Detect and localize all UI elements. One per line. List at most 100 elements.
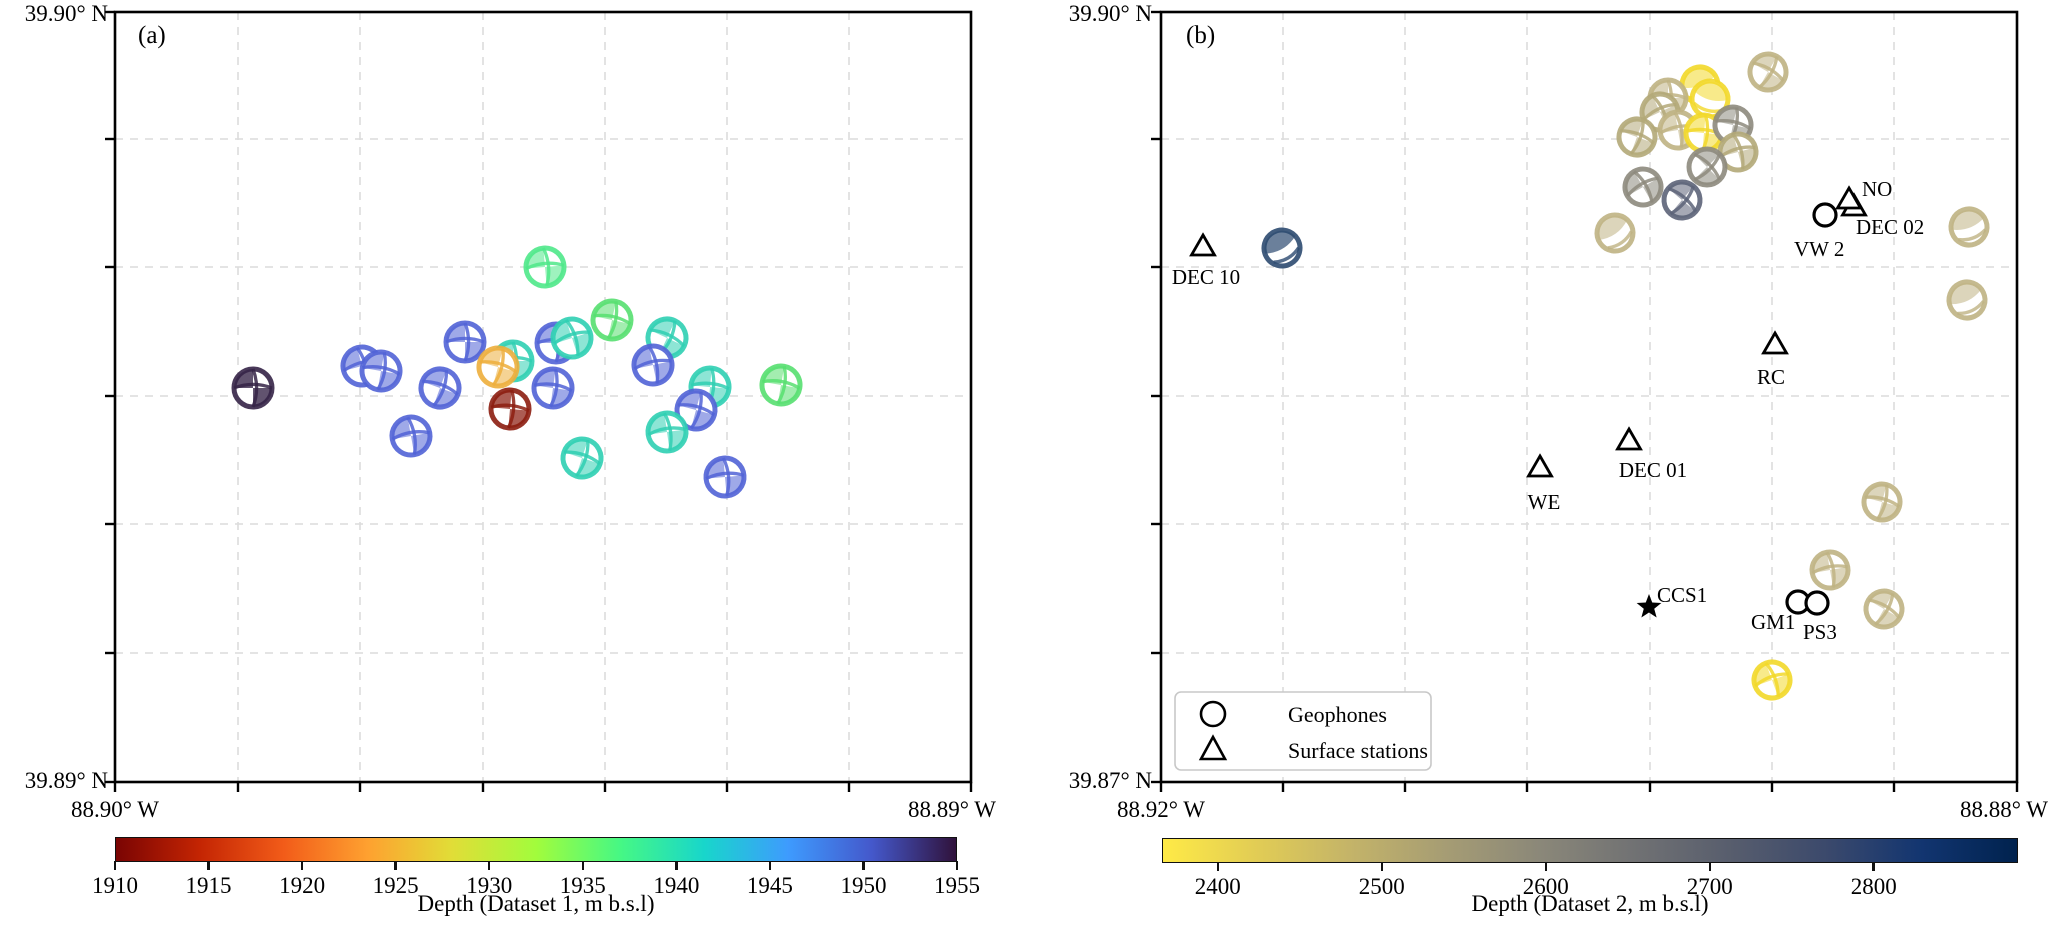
colorbar-tick-label: 1940 bbox=[653, 873, 700, 898]
colorbar-tick-label: 1950 bbox=[840, 873, 887, 898]
surface-station-triangle-icon bbox=[1835, 185, 1863, 210]
colorbar-tick bbox=[768, 861, 772, 870]
beachball-marker bbox=[1861, 481, 1903, 523]
beachball-marker bbox=[703, 455, 747, 499]
colorbar-tick bbox=[955, 861, 959, 870]
panel-b-lon-left-label: 88.92° W bbox=[1117, 797, 1205, 822]
panel-b-beachballs bbox=[1261, 51, 1990, 701]
beachball-marker bbox=[1261, 227, 1303, 269]
beachball-marker bbox=[1616, 116, 1658, 158]
station-label: WE bbox=[1528, 490, 1561, 514]
colorbar-tick bbox=[1544, 862, 1547, 871]
panel-a-lat-top-label: 39.90° N bbox=[24, 1, 108, 26]
panel-b-lat-bottom-label: 39.87° N bbox=[1068, 768, 1152, 793]
beachball-marker bbox=[531, 366, 575, 410]
beachball-marker bbox=[488, 387, 532, 431]
beachball-marker bbox=[1661, 179, 1703, 221]
geophone-circle-icon bbox=[1812, 202, 1838, 228]
station-no: NO bbox=[1835, 177, 1892, 210]
colorbar-dataset2-title: Depth (Dataset 2, m b.s.l) bbox=[1471, 891, 1709, 916]
colorbar-tick bbox=[488, 861, 491, 870]
colorbar-dataset1 bbox=[115, 837, 957, 862]
colorbar-tick-label: 1925 bbox=[372, 873, 419, 898]
beachball-marker bbox=[560, 436, 604, 480]
station-label: PS3 bbox=[1803, 620, 1837, 644]
station-dec-10: DEC 10 bbox=[1172, 232, 1240, 289]
panel-a-lon-right-label: 88.89° W bbox=[908, 797, 996, 822]
station-label: DEC 01 bbox=[1619, 458, 1687, 482]
surface-station-triangle-icon bbox=[1189, 232, 1217, 257]
colorbar-tick bbox=[581, 861, 584, 870]
station-rc: RC bbox=[1757, 330, 1789, 389]
legend: Geophones Surface stations bbox=[1174, 691, 1432, 771]
colorbar-tick bbox=[113, 861, 117, 870]
panel-b-lon-right-label: 88.88° W bbox=[1960, 797, 2048, 822]
colorbar-tick-label: 1955 bbox=[934, 873, 980, 898]
station-vw-2: VW 2 bbox=[1794, 202, 1844, 261]
station-ccs1: CCS1 bbox=[1636, 583, 1707, 618]
colorbar-tick bbox=[1216, 862, 1219, 871]
plot-axes-grid bbox=[1151, 10, 2019, 792]
colorbar-tick-label: 2400 bbox=[1194, 874, 1241, 899]
legend-geophone-circle-icon bbox=[1199, 700, 1227, 728]
colorbar-dataset1-title: Depth (Dataset 1, m b.s.l) bbox=[417, 891, 655, 916]
colorbar-tick bbox=[675, 861, 678, 870]
beachball-marker bbox=[590, 298, 634, 342]
beachball-marker bbox=[759, 363, 803, 407]
beachball-marker bbox=[1948, 206, 1990, 248]
colorbar-tick-label: 1920 bbox=[279, 873, 326, 898]
colorbar-tick-label: 1935 bbox=[559, 873, 606, 898]
colorbar-tick-label: 2800 bbox=[1850, 874, 1897, 899]
beachball-marker bbox=[389, 414, 433, 458]
beachball-marker bbox=[476, 345, 520, 389]
beachball-marker bbox=[631, 343, 675, 387]
station-gm1: GM1 bbox=[1751, 589, 1811, 634]
colorbar-tick-label: 2500 bbox=[1358, 874, 1405, 899]
beachball-marker bbox=[1747, 51, 1789, 93]
colorbar-dataset2 bbox=[1162, 838, 2018, 863]
panel-a-label: (a) bbox=[138, 22, 166, 49]
surface-station-triangle-icon bbox=[1526, 453, 1554, 478]
panel-b-stations: DEC 10 DEC 02 NO VW 2 RC DEC 01 WE CCS1 GM1 PS3 bbox=[1172, 177, 1924, 644]
legend-item-label: Geophones bbox=[1288, 702, 1387, 727]
station-label: DEC 10 bbox=[1172, 265, 1240, 289]
colorbar-tick bbox=[1708, 862, 1711, 871]
beachball-marker bbox=[1689, 78, 1731, 120]
station-label: NO bbox=[1862, 177, 1892, 201]
beachball-marker bbox=[1809, 549, 1851, 591]
beachball-marker bbox=[1863, 588, 1905, 630]
panel-a-beachballs bbox=[231, 245, 803, 499]
colorbar-tick bbox=[300, 861, 304, 870]
colorbar-tick-label: 1910 bbox=[92, 873, 138, 898]
panel-a-lon-left-label: 88.90° W bbox=[71, 797, 159, 822]
colorbar-tick-label: 2600 bbox=[1522, 874, 1569, 899]
station-dec-01: DEC 01 bbox=[1615, 426, 1687, 482]
panel-a-lat-bottom-label: 39.89° N bbox=[24, 768, 108, 793]
colorbar-tick-label: 2700 bbox=[1686, 874, 1733, 899]
beachball-marker bbox=[1594, 212, 1636, 254]
colorbar-tick-label: 1930 bbox=[466, 873, 513, 898]
station-we: WE bbox=[1526, 453, 1561, 514]
geophone-circle-icon bbox=[1804, 590, 1830, 616]
beachball-marker bbox=[443, 320, 487, 364]
colorbar-tick bbox=[1380, 862, 1383, 871]
station-label: CCS1 bbox=[1657, 583, 1707, 607]
beachball-marker bbox=[523, 245, 567, 289]
beachball-marker bbox=[550, 316, 594, 360]
colorbar-tick-label: 1915 bbox=[185, 873, 232, 898]
beachball-marker bbox=[674, 388, 718, 432]
surface-station-triangle-icon bbox=[1615, 426, 1643, 451]
beachball-marker bbox=[1717, 131, 1759, 173]
station-label: DEC 02 bbox=[1856, 215, 1924, 239]
beachball-marker bbox=[645, 410, 689, 454]
legend-surface-station-triangle-icon bbox=[1198, 734, 1228, 761]
injection-well-star-icon bbox=[1636, 594, 1662, 618]
beachball-marker bbox=[359, 349, 403, 393]
colorbar-tick bbox=[1872, 862, 1875, 871]
beachball-marker bbox=[231, 366, 275, 410]
station-label: RC bbox=[1757, 365, 1785, 389]
beachball-marker bbox=[1686, 146, 1728, 188]
colorbar-tick bbox=[862, 861, 865, 870]
station-label: GM1 bbox=[1751, 610, 1795, 634]
